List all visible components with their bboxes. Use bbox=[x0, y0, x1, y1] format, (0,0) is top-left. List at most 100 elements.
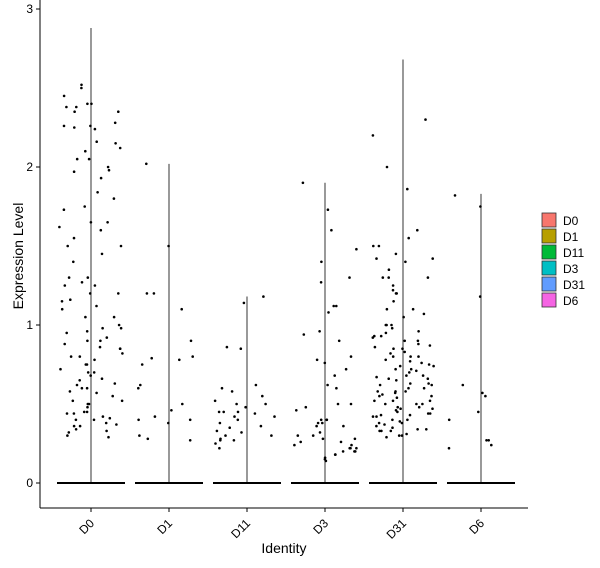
data-point bbox=[389, 352, 392, 355]
data-point bbox=[416, 228, 419, 232]
data-point bbox=[384, 358, 388, 362]
data-point bbox=[389, 429, 393, 433]
data-point bbox=[99, 228, 103, 232]
data-point bbox=[326, 383, 329, 387]
data-point bbox=[391, 426, 394, 430]
data-point bbox=[214, 442, 217, 445]
data-point bbox=[405, 432, 408, 436]
data-point bbox=[83, 205, 86, 208]
data-point bbox=[373, 334, 376, 338]
x-tick-label: D31 bbox=[384, 516, 410, 542]
data-point bbox=[75, 383, 79, 387]
data-point bbox=[145, 162, 148, 166]
data-point bbox=[383, 423, 386, 426]
data-point bbox=[72, 236, 76, 240]
data-point bbox=[119, 326, 123, 330]
plot-area: 0 1 2 3 D0 D1 D11 D3 D31 D6 bbox=[26, 0, 528, 542]
data-point bbox=[479, 205, 482, 208]
data-point bbox=[404, 390, 407, 393]
data-point bbox=[427, 363, 431, 366]
data-point bbox=[85, 386, 89, 390]
y-tick-label: 3 bbox=[26, 2, 33, 16]
data-point bbox=[420, 361, 423, 365]
data-point bbox=[373, 345, 377, 349]
data-point bbox=[402, 315, 405, 319]
data-point bbox=[218, 446, 221, 450]
data-point bbox=[65, 412, 69, 415]
data-point bbox=[152, 292, 156, 295]
data-point bbox=[100, 252, 104, 256]
data-point bbox=[99, 339, 102, 343]
data-point bbox=[228, 426, 231, 430]
data-point bbox=[270, 434, 273, 437]
data-point bbox=[311, 434, 315, 437]
data-point bbox=[405, 374, 408, 377]
data-point bbox=[375, 257, 378, 260]
data-point bbox=[387, 268, 391, 272]
data-point bbox=[222, 410, 225, 414]
data-point bbox=[447, 446, 451, 450]
data-point bbox=[98, 345, 102, 349]
data-point bbox=[167, 421, 170, 425]
data-point bbox=[92, 371, 96, 374]
data-point bbox=[85, 410, 89, 414]
data-point bbox=[89, 124, 92, 128]
legend-label: D6 bbox=[563, 294, 579, 308]
legend-swatch bbox=[541, 292, 557, 308]
data-point bbox=[117, 323, 121, 327]
data-point bbox=[220, 386, 224, 390]
data-point bbox=[90, 102, 93, 106]
data-point bbox=[409, 382, 412, 385]
data-point bbox=[78, 355, 82, 358]
data-point bbox=[430, 383, 434, 387]
data-point bbox=[107, 168, 111, 172]
data-point bbox=[73, 126, 76, 129]
data-point bbox=[416, 339, 420, 343]
y-tick-label: 1 bbox=[26, 318, 33, 332]
data-point bbox=[273, 415, 276, 418]
data-point bbox=[407, 386, 410, 390]
data-point bbox=[299, 440, 303, 444]
data-point bbox=[376, 390, 380, 393]
data-point bbox=[74, 418, 78, 422]
data-point bbox=[69, 355, 73, 358]
data-point bbox=[218, 421, 222, 425]
data-point bbox=[333, 374, 337, 377]
data-point bbox=[178, 358, 181, 362]
data-point bbox=[378, 394, 381, 398]
data-point bbox=[355, 446, 358, 450]
data-point bbox=[385, 307, 389, 311]
data-point bbox=[407, 236, 411, 240]
data-point bbox=[170, 409, 173, 412]
data-point bbox=[65, 331, 68, 335]
data-point bbox=[67, 431, 71, 434]
data-point bbox=[379, 334, 383, 338]
data-point bbox=[350, 443, 353, 447]
data-point bbox=[387, 276, 391, 279]
data-point bbox=[391, 355, 395, 358]
data-point bbox=[120, 399, 124, 403]
data-point bbox=[373, 399, 376, 403]
data-point bbox=[108, 416, 112, 420]
data-point bbox=[244, 405, 247, 409]
data-point bbox=[387, 377, 391, 381]
data-point bbox=[74, 428, 78, 431]
data-point bbox=[112, 197, 116, 200]
data-point bbox=[213, 399, 217, 403]
data-point bbox=[378, 429, 381, 433]
violin-D31 bbox=[369, 59, 437, 484]
data-point bbox=[344, 367, 348, 371]
data-point bbox=[335, 304, 338, 308]
data-point bbox=[318, 330, 321, 333]
data-point bbox=[381, 393, 384, 396]
data-point bbox=[215, 429, 219, 433]
data-point bbox=[150, 356, 153, 360]
data-point bbox=[118, 146, 122, 150]
data-point bbox=[101, 415, 105, 418]
data-point bbox=[408, 360, 412, 363]
data-point bbox=[117, 110, 120, 113]
data-point bbox=[217, 410, 221, 414]
data-point bbox=[415, 369, 418, 373]
data-point bbox=[490, 443, 493, 447]
data-point bbox=[181, 402, 184, 406]
